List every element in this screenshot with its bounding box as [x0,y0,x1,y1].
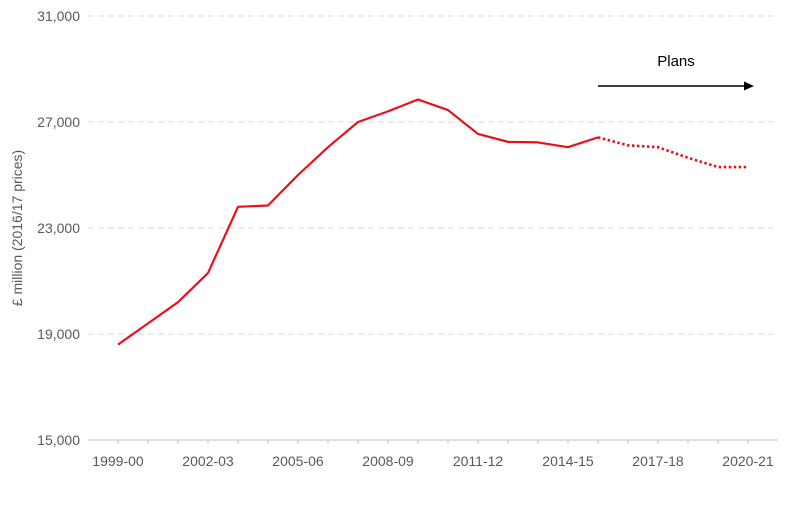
x-tick-label: 2020-21 [722,453,774,469]
x-tick-label: 2002-03 [182,453,234,469]
gridlines [88,15,778,335]
x-tick-label: 2011-12 [453,453,504,469]
y-axis-title: £ million (2016/17 prices) [9,150,25,306]
x-tick-label: 2005-06 [272,453,324,469]
plans-label: Plans [657,53,695,70]
y-tick-label: 19,000 [37,326,80,342]
series-lines [117,98,748,346]
axes [88,439,778,444]
series-line-actual [117,98,599,346]
x-tick-label: 2008-09 [362,453,414,469]
x-tick-labels: 1999-00 2002-03 2005-06 2008-09 2011-12 2014-… [92,453,774,469]
plans-arrowhead-icon [744,81,754,91]
y-tick-labels: 15,000 19,000 23,000 27,000 31,000 [37,8,80,448]
series-line-plans [597,136,748,169]
y-tick-label: 15,000 [37,432,80,448]
y-tick-label: 27,000 [37,114,80,130]
x-tick-label: 1999-00 [92,453,144,469]
x-tick-label: 2017-18 [632,453,684,469]
y-tick-label: 23,000 [37,220,80,236]
x-tick-label: 2014-15 [542,453,594,469]
plans-annotation: Plans [598,53,754,91]
y-tick-label: 31,000 [37,8,80,24]
